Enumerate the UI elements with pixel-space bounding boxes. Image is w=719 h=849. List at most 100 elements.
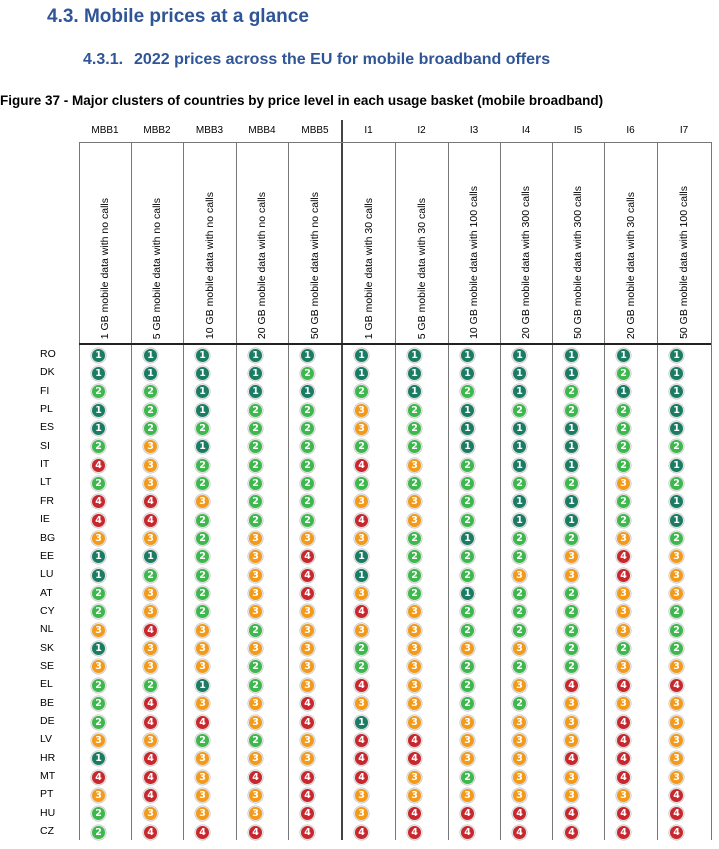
cluster-badge: 2 [195, 732, 210, 748]
cluster-badge: 1 [669, 402, 684, 418]
cluster-badge: 4 [616, 549, 631, 565]
country-label: DE [40, 715, 55, 727]
cluster-badge: 3 [300, 659, 315, 675]
column-description: 10 GB mobile data with no calls [203, 191, 216, 339]
cluster-badge: 2 [195, 604, 210, 620]
cluster-badge: 2 [248, 732, 263, 748]
cluster-badge: 2 [616, 439, 631, 455]
column-description-cell: 20 GB mobile data with 300 calls [500, 142, 552, 342]
cluster-badge: 1 [616, 384, 631, 400]
cluster-badge: 1 [91, 347, 106, 363]
cluster-badge: 4 [616, 769, 631, 785]
cluster-badge: 3 [407, 494, 422, 510]
country-label: BE [40, 696, 55, 709]
column-code: MBB5 [301, 125, 329, 136]
cluster-badge: 4 [354, 457, 369, 473]
cluster-badge: 1 [512, 439, 527, 455]
cluster-badge: 4 [564, 677, 579, 693]
column-description-cell: 50 GB mobile data with no calls [288, 142, 342, 342]
cluster-badge: 4 [616, 714, 631, 730]
cluster-badge: 3 [460, 787, 475, 803]
cluster-badge: 3 [669, 769, 684, 785]
subsection-heading: 4.3.1. 2022 prices across the EU for mobi… [83, 51, 550, 69]
cluster-badge: 1 [143, 549, 158, 565]
cluster-badge: 2 [669, 439, 684, 455]
cluster-badge: 2 [512, 622, 527, 638]
cluster-badge: 2 [407, 439, 422, 455]
cluster-badge: 1 [460, 365, 475, 381]
cluster-badge: 2 [300, 420, 315, 436]
column-code: I2 [417, 125, 426, 136]
cluster-badge: 3 [300, 732, 315, 748]
cluster-badge: 2 [195, 549, 210, 565]
cluster-badge: 3 [248, 567, 263, 583]
country-label: DK [40, 366, 55, 379]
cluster-badge: 2 [248, 677, 263, 693]
cluster-badge: 1 [195, 384, 210, 400]
cluster-badge: 1 [460, 347, 475, 363]
header-top-border [79, 142, 711, 143]
cluster-badge: 3 [407, 769, 422, 785]
cluster-badge: 2 [512, 604, 527, 620]
cluster-badge: 3 [354, 696, 369, 712]
cluster-badge: 3 [195, 494, 210, 510]
cluster-badge: 3 [195, 641, 210, 657]
column-description-cell: 20 GB mobile data with 30 calls [604, 142, 657, 342]
cluster-badge: 1 [512, 347, 527, 363]
cluster-badge: 3 [248, 549, 263, 565]
cluster-badge: 4 [407, 751, 422, 767]
cluster-badge: 4 [300, 806, 315, 822]
cluster-badge: 1 [407, 347, 422, 363]
cluster-badge: 3 [195, 787, 210, 803]
cluster-badge: 2 [91, 384, 106, 400]
cluster-badge: 2 [300, 512, 315, 528]
cluster-badge: 1 [354, 549, 369, 565]
cluster-badge: 4 [512, 806, 527, 822]
column-divider [657, 142, 658, 841]
column-description-cell: 1 GB mobile data with no calls [79, 142, 131, 342]
cluster-badge: 3 [195, 751, 210, 767]
cluster-badge: 1 [354, 714, 369, 730]
cluster-badge: 4 [669, 824, 684, 840]
cluster-badge: 2 [248, 494, 263, 510]
column-description: 20 GB mobile data with 30 calls [624, 191, 637, 339]
cluster-badge: 2 [460, 457, 475, 473]
cluster-badge: 3 [669, 732, 684, 748]
cluster-badge: 4 [300, 696, 315, 712]
cluster-badge: 3 [616, 787, 631, 803]
cluster-badge: 2 [195, 420, 210, 436]
cluster-badge: 2 [460, 659, 475, 675]
cluster-badge: 2 [564, 659, 579, 675]
cluster-badge: 3 [564, 732, 579, 748]
cluster-badge: 3 [354, 494, 369, 510]
cluster-badge: 3 [300, 677, 315, 693]
column-code: I6 [626, 125, 635, 136]
cluster-badge: 3 [669, 586, 684, 602]
cluster-badge: 2 [91, 439, 106, 455]
column-description: 1 GB mobile data with no calls [99, 197, 111, 339]
cluster-badge: 2 [512, 696, 527, 712]
cluster-badge: 4 [460, 806, 475, 822]
cluster-badge: 3 [195, 769, 210, 785]
cluster-badge: 3 [354, 806, 369, 822]
country-label: SK [40, 641, 55, 654]
cluster-badge: 3 [460, 732, 475, 748]
column-code: MBB4 [248, 125, 276, 136]
cluster-badge: 4 [143, 787, 158, 803]
cluster-badge: 4 [143, 714, 158, 730]
cluster-badge: 3 [91, 622, 106, 638]
cluster-badge: 1 [564, 365, 579, 381]
column-description: 50 GB mobile data with no calls [309, 191, 321, 339]
cluster-badge: 3 [616, 696, 631, 712]
cluster-badge: 1 [91, 420, 106, 436]
cluster-badge: 3 [407, 677, 422, 693]
cluster-badge: 4 [143, 494, 158, 510]
column-description-cell: 10 GB mobile data with no calls [183, 142, 236, 342]
cluster-badge: 3 [407, 696, 422, 712]
cluster-badge: 1 [669, 420, 684, 436]
column-description: 50 GB mobile data with 100 calls [678, 186, 690, 339]
cluster-badge: 4 [195, 714, 210, 730]
column-description-cell: 50 GB mobile data with 300 calls [552, 142, 604, 342]
country-label: PT [40, 788, 54, 801]
cluster-badge: 1 [669, 384, 684, 400]
